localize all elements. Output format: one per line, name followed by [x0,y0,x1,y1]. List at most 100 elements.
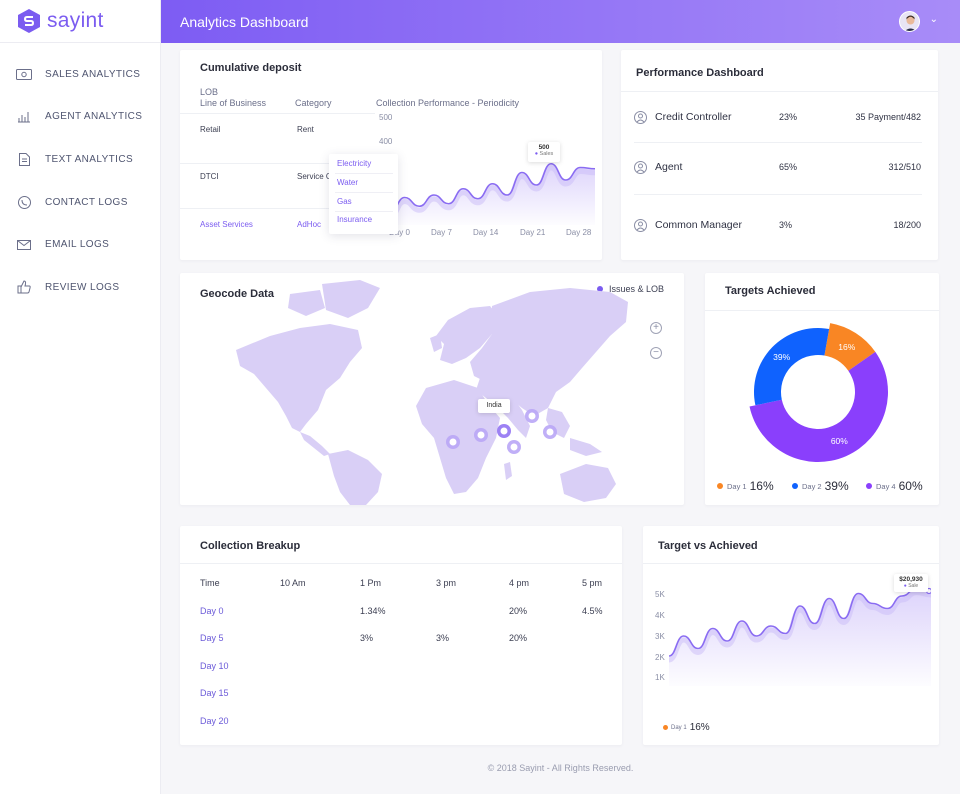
table-cell-category-link[interactable]: AdHoc [297,220,322,229]
bar-chart-icon [16,110,32,124]
document-icon [16,152,32,166]
x-tick-label: Day 7 [431,228,452,237]
tooltip-label: ● Sales [534,151,554,157]
tooltip-series-label: Sales [539,151,554,157]
table-cell-lob-link[interactable]: Asset Services [200,220,253,229]
legend-dot [717,483,723,489]
donut-slice [824,323,876,371]
sidebar-item-text-analytics[interactable]: TEXT ANALYTICS [0,138,160,181]
y-tick-label: 400 [379,137,393,146]
thumbs-up-icon [16,280,32,294]
row-divider [634,142,922,143]
sidebar: sayint SALES ANALYTICS AGENT ANALYTICS T… [0,0,161,794]
table-cell: 3% [360,633,374,644]
performance-row: Agent 65% 312/510 [634,157,921,177]
logo-text: sayint [47,9,104,32]
x-tick-label: Day 21 [520,228,546,237]
legend-value: 16% [749,479,774,493]
table-cell: 3% [436,633,450,644]
tooltip-series-label: Sale [908,583,919,589]
legend-dot [866,483,872,489]
legend-item: Day 2 39% [792,479,849,493]
dropdown-option-water[interactable]: Water [337,178,359,187]
sidebar-item-contact-logs[interactable]: CONTACT LOGS [0,181,160,224]
y-tick-label: 500 [379,113,393,122]
sidebar-item-label: CONTACT LOGS [45,196,128,208]
performance-row: Common Manager 3% 18/200 [634,215,921,235]
col-perf-header: Collection Performance - Periodicity [376,98,520,108]
table-cell-lob: DTCI [200,172,219,181]
donut-slice [754,328,830,406]
collection-breakup-card: Collection Breakup Time 10 Am 1 Pm 3 pm 4 pm… [180,526,622,745]
top-header: Analytics Dashboard ⌄ [161,0,960,43]
row-divider [634,194,922,195]
dropdown-option-electricity[interactable]: Electricity [337,159,372,168]
geocode-title: Geocode Data [200,288,274,300]
card-divider [705,310,939,311]
target-vs-achieved-title: Target vs Achieved [658,540,758,552]
table-cell: 20% [509,606,528,616]
target-vs-achieved-area-chart [669,587,931,686]
legend-item: Day 1 16% [663,722,710,733]
y-tick-label: 5K [655,590,665,599]
sidebar-item-sales-analytics[interactable]: SALES ANALYTICS [0,53,160,96]
chart-tooltip: $20,930 ● Sale [894,574,928,592]
table-row-label: Day 10 [200,660,229,671]
performance-name: Credit Controller [655,111,732,123]
sayint-logo-icon [18,9,40,33]
footer: © 2018 Sayint - All Rights Reserved. [487,763,634,773]
table-header-cell: 3 pm [436,578,457,588]
performance-dashboard-title: Performance Dashboard [636,67,764,79]
avatar[interactable] [899,11,920,32]
col-lob-header: LOB [200,87,219,97]
chart-tooltip: 500 ● Sales [528,142,560,162]
page-title: Analytics Dashboard [180,13,309,30]
table-row-label: Day 0 [200,606,224,616]
chart-line-shadow [390,165,595,219]
legend-dot [596,286,603,292]
legend-day: Day 4 [876,481,896,491]
table-cell-category: Rent [297,125,314,134]
geocode-legend: Issues & LOB [596,284,664,294]
map-markers [446,409,557,454]
zoom-out-button[interactable]: − [650,347,662,359]
legend-label: Issues & LOB [608,284,664,294]
category-dropdown[interactable]: Electricity Water Gas Insurance [329,154,398,234]
legend-day: Day 2 [802,481,822,491]
sidebar-item-label: TEXT ANALYTICS [45,153,134,165]
y-tick-label: 4K [655,611,665,620]
sidebar-item-review-logs[interactable]: REVIEW LOGS [0,266,160,309]
performance-name: Agent [655,161,683,173]
donut-slice-label: 16% [838,342,855,352]
sidebar-item-label: REVIEW LOGS [45,281,120,293]
table-row-label: Day 15 [200,688,229,699]
tooltip-value: 500 [538,144,550,151]
dropdown-option-gas[interactable]: Gas [337,197,352,206]
legend-item: Day 1 16% [717,479,774,493]
chart-line-shadow [669,589,931,663]
logo[interactable]: sayint [0,0,160,43]
row-divider [180,113,375,114]
map-marker-tooltip: India [478,399,510,413]
performance-percent: 3% [779,220,793,230]
dropdown-divider [335,192,393,193]
performance-value: 312/510 [888,162,921,172]
dropdown-divider [335,211,393,212]
row-divider [180,208,375,209]
sidebar-item-agent-analytics[interactable]: AGENT ANALYTICS [0,96,160,139]
table-row-label: Day 5 [200,633,224,644]
legend-day: Day 1 [727,481,747,491]
col-lob-sub-header: Line of Business [200,98,267,108]
dropdown-option-insurance[interactable]: Insurance [337,215,373,224]
performance-name: Common Manager [655,219,742,231]
phone-icon [16,195,32,209]
sidebar-item-email-logs[interactable]: EMAIL LOGS [0,223,160,266]
x-tick-label: Day 0 [389,228,410,237]
y-tick-label: 2K [655,653,665,662]
world-map[interactable] [230,278,630,505]
zoom-in-button[interactable]: + [650,322,662,334]
card-divider [180,563,622,564]
table-cell: 1.34% [360,606,386,616]
user-circle-icon [634,218,647,232]
chevron-down-icon[interactable]: ⌄ [929,14,938,25]
